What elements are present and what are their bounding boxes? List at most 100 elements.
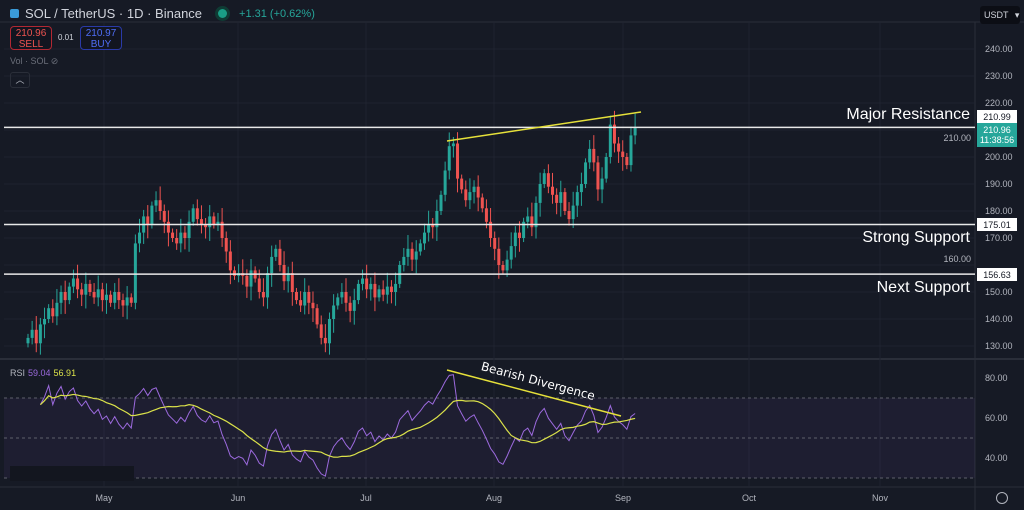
y-tick-label: 200.00	[985, 152, 1013, 162]
rsi-tick-label: 80.00	[985, 373, 1008, 383]
strong-support-price-tag: 175.01	[983, 220, 1011, 230]
rsi-value: 59.04	[28, 368, 51, 378]
candle-body	[224, 238, 228, 252]
candle-body	[497, 248, 501, 265]
chevron-up-icon: ︿	[15, 75, 25, 85]
candle-body	[377, 289, 381, 298]
y-tick-label: 150.00	[985, 287, 1013, 297]
major-resistance-label: Major Resistance	[846, 106, 970, 123]
countdown-timer: 11:38:56	[980, 135, 1014, 145]
settings-gear-icon[interactable]	[996, 492, 1008, 504]
candle-body	[76, 278, 80, 290]
next-support-label: Next Support	[876, 279, 970, 296]
candle-body	[418, 243, 422, 252]
candle-body	[402, 256, 406, 265]
candle-body	[319, 324, 323, 338]
candle-body	[162, 211, 166, 222]
symbol-title[interactable]: SOL / TetherUS · 1D · Binance	[25, 6, 203, 21]
currency-label: USDT	[984, 10, 1009, 20]
candle-body	[199, 219, 203, 225]
candle-body	[592, 148, 596, 163]
candle-body	[563, 192, 567, 211]
candle-body	[612, 124, 616, 144]
candle-body	[270, 256, 274, 274]
rsi-line	[39, 374, 636, 477]
candle-body	[513, 232, 517, 247]
candle-body	[204, 224, 208, 228]
candle-body	[596, 162, 600, 190]
y-tick-label: 170.00	[985, 233, 1013, 243]
y-tick-label: 180.00	[985, 206, 1013, 216]
candle-body	[546, 173, 550, 187]
chevron-down-icon: ▾	[1014, 10, 1020, 20]
candle-body	[633, 127, 637, 136]
candle-body	[311, 302, 315, 309]
candle-body	[80, 289, 84, 295]
candle-body	[228, 251, 232, 271]
x-tick-label: Sep	[615, 493, 631, 503]
candle-body	[575, 192, 579, 206]
candle-body	[299, 300, 303, 306]
candle-body	[34, 329, 38, 344]
y-tick-label: 190.00	[985, 179, 1013, 189]
candle-body	[43, 319, 47, 325]
eye-hidden-icon[interactable]: ⊘	[50, 56, 59, 66]
candle-body	[100, 289, 104, 301]
candle-body	[55, 302, 59, 317]
candle-body	[625, 157, 629, 166]
candle-body	[493, 238, 497, 249]
candle-body	[410, 248, 414, 260]
candle-body	[212, 216, 216, 225]
candle-body	[261, 292, 265, 298]
rsi-ma-value: 56.91	[53, 368, 77, 378]
candle-body	[220, 221, 224, 238]
volume-indicator[interactable]: Vol · SOL ⊘	[10, 56, 58, 67]
candle-body	[129, 297, 133, 303]
candle-body	[30, 329, 34, 338]
candle-body	[476, 186, 480, 198]
candle-body	[63, 292, 67, 301]
candle-body	[534, 202, 538, 228]
x-tick-label: Oct	[742, 493, 757, 503]
rsi-band	[4, 398, 975, 478]
x-tick-label: Jul	[360, 493, 372, 503]
candle-body	[447, 146, 451, 171]
candle-body	[542, 173, 546, 184]
candle-body	[315, 308, 319, 325]
candle-body	[456, 143, 460, 179]
candle-body	[208, 216, 212, 228]
buy-button[interactable]: 210.97 BUY	[80, 26, 122, 50]
candle-body	[257, 278, 261, 292]
candle-body	[191, 208, 195, 222]
next-support-price-tag-bg	[977, 268, 1017, 281]
candle-body	[464, 189, 468, 201]
candle-body	[133, 243, 137, 303]
legend-overlay-box	[10, 466, 134, 481]
collapse-legend-button[interactable]: ︿	[10, 72, 30, 88]
candle-body	[336, 297, 340, 306]
rsi-legend[interactable]: RSI 59.04 56.91	[10, 368, 76, 378]
sell-button[interactable]: 210.96 SELL	[10, 26, 52, 50]
candle-body	[282, 265, 286, 282]
sell-price: 210.96	[15, 28, 47, 39]
candle-body	[195, 208, 199, 220]
candle-body	[113, 292, 117, 303]
candle-body	[278, 248, 282, 265]
x-tick-label: Jun	[231, 493, 246, 503]
spread-value: 0.01	[58, 33, 74, 42]
candle-body	[551, 186, 555, 195]
currency-select[interactable]: USDT ▾	[980, 6, 1020, 24]
market-status-icon	[218, 9, 228, 18]
candle-body	[361, 278, 365, 284]
candle-body	[538, 184, 542, 203]
rsi-tick-label: 40.00	[985, 453, 1008, 463]
candle-body	[414, 251, 418, 260]
candle-body	[274, 248, 278, 257]
volume-label: Vol · SOL	[10, 56, 49, 66]
candle-body	[369, 283, 373, 290]
candle-body	[171, 232, 175, 238]
buy-label: BUY	[90, 39, 112, 50]
candle-body	[154, 200, 158, 206]
x-tick-label: Nov	[872, 493, 889, 503]
